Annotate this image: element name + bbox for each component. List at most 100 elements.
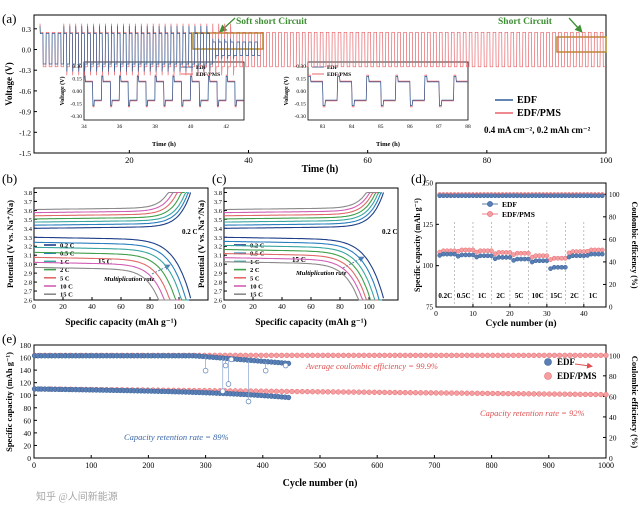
e-ce-pms	[541, 352, 547, 359]
e-ce-pms	[412, 352, 419, 359]
e-cap-pms	[484, 390, 491, 397]
e-xtick-label: 1000	[598, 461, 614, 470]
e-ytick-label: 160	[20, 354, 32, 363]
e-ce-pms	[526, 352, 532, 359]
b-xtick-label: 100	[173, 302, 185, 311]
e-cap-pms	[433, 390, 439, 396]
short-circuit-label: Short Circuit	[498, 17, 553, 27]
c-charge-6	[224, 191, 375, 211]
c-xtick-label: 0	[222, 302, 226, 311]
inset1-ytick-label: -0.15	[71, 101, 83, 107]
e-cap-pms	[505, 390, 511, 397]
c-ytick-label: 2.6	[214, 298, 223, 305]
e-ce-pms	[387, 352, 393, 359]
e-cap-pms	[428, 390, 434, 396]
e-ce-pms	[294, 352, 300, 359]
a-ytick-label: 0.3	[22, 25, 32, 34]
c-ytick-label: 3.7	[214, 199, 223, 206]
inset1-legend-edf: EDF	[196, 65, 208, 71]
inset1-ytick-label: 0.00	[72, 89, 82, 95]
e-cap-pms	[567, 391, 573, 397]
e-cap-pms	[510, 391, 516, 397]
b-discharge-2	[34, 246, 188, 301]
d-ce-edf	[599, 193, 605, 199]
inset2-xtick-label: 87	[436, 124, 442, 130]
panel-e-label: (e)	[2, 331, 16, 346]
e-ce-pms	[598, 352, 604, 359]
e-cap-pms	[438, 390, 444, 396]
e-ce-pms	[464, 352, 470, 359]
e-ce-pms	[330, 352, 336, 359]
e-ce-pms	[273, 352, 280, 359]
e-cap-pms	[263, 388, 269, 394]
inset2-frame	[307, 61, 469, 121]
d-legend-edf-marker	[487, 201, 493, 207]
e-ce-dip	[222, 362, 229, 369]
e-legend-pms-marker	[544, 372, 552, 380]
inset1-series-edf	[84, 76, 244, 106]
e-xtick-label: 900	[543, 461, 555, 470]
e-ce-pms	[376, 352, 383, 359]
e-ce-pms	[418, 352, 424, 359]
e-cap-pms	[345, 389, 352, 395]
d-ytick-label: 75	[426, 304, 434, 312]
b-xtick-label: 80	[146, 302, 154, 311]
d-rate-label-4: 5C	[515, 292, 524, 300]
b-legend-label-1: 0.5 C	[60, 251, 75, 258]
c-ytick-label: 3.2	[214, 244, 222, 251]
e-ytick-label: 140	[20, 366, 32, 375]
e-ce-pms	[340, 352, 347, 359]
b-top-rate: 0.2 C	[182, 228, 198, 236]
e-ce-pms	[515, 352, 522, 359]
e-ce-pms	[438, 352, 444, 359]
b-charge-4	[34, 191, 182, 217]
d-point-pms	[507, 250, 513, 255]
a-ylabel: Voltage (V)	[4, 62, 14, 105]
e-ce-pms	[309, 352, 316, 359]
e-ce-dip	[262, 367, 269, 374]
e-ce-pms	[289, 352, 295, 359]
e-cap-pms	[335, 389, 341, 395]
e-ce-pms	[325, 352, 331, 359]
b-charge-0	[34, 192, 192, 229]
inset2-ytick-label: -0.15	[295, 101, 307, 107]
e-cap-pms	[407, 390, 414, 396]
e-ylabel: Specific capacity (mAh g⁻¹)	[4, 352, 14, 452]
e-y2tick-label: 80	[609, 372, 617, 381]
e-cap-pms	[351, 389, 357, 395]
b-discharge-3	[33, 251, 185, 301]
c-ytick-label: 3.4	[214, 226, 223, 233]
a-xtick-label: 40	[244, 155, 253, 165]
a-xtick-label: 80	[483, 155, 492, 165]
e-cap-pms	[603, 391, 609, 398]
b-legend-label-6: 15 C	[60, 292, 73, 299]
d-y2tick-label: 60	[609, 236, 617, 244]
e-ce-dip	[220, 388, 226, 394]
c-ytick-label: 3.6	[214, 208, 223, 215]
e-legend-pms: EDF/PMS	[557, 371, 597, 381]
d-legend-pms-marker	[487, 211, 493, 217]
e-ce-pms	[520, 352, 527, 359]
inset2-xtick-label: 83	[320, 124, 326, 130]
e-ce-pms	[572, 352, 578, 359]
e-ce-pms	[381, 352, 388, 359]
soft-arrow	[219, 17, 236, 33]
c-ytick-label: 2.8	[214, 280, 222, 287]
e-avg-arrow	[574, 362, 593, 369]
d-point-edf	[562, 264, 568, 270]
b-ytick-label: 2.6	[24, 298, 33, 305]
b-xtick-label: 20	[59, 302, 67, 311]
d-ytick-label: 100	[423, 262, 434, 270]
e-ce-pms	[263, 352, 269, 359]
e-ce-pms	[448, 352, 455, 359]
e-ce-pms	[428, 352, 434, 359]
e-ce-pms	[587, 352, 594, 359]
e-cap-pms	[381, 389, 388, 396]
d-xtick-label: 20	[506, 309, 514, 318]
e-cap-pms	[572, 391, 578, 397]
e-ce-pms	[423, 352, 429, 359]
c-xtick-label: 60	[307, 302, 315, 311]
e-ce-dip	[202, 367, 209, 374]
d-rate-label-7: 2C	[570, 292, 579, 300]
